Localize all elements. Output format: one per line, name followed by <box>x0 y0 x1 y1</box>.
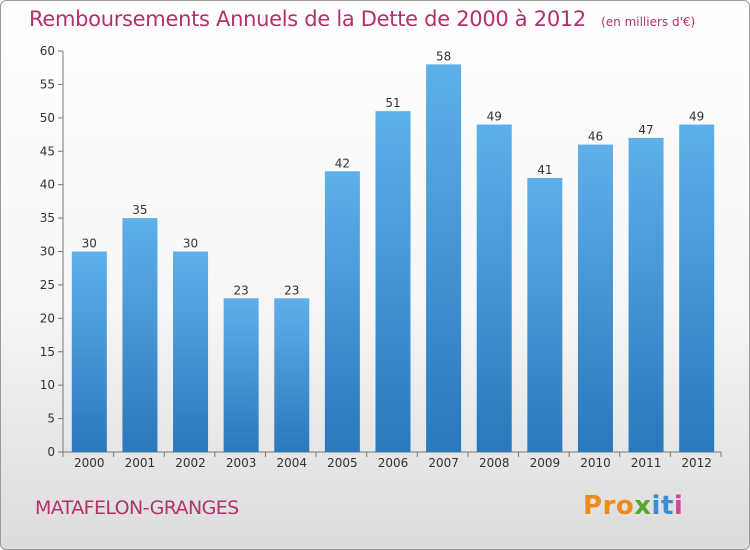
data-label: 41 <box>537 163 552 177</box>
logo-letter: t <box>660 491 674 521</box>
bar <box>628 137 664 452</box>
x-tick-label: 2000 <box>74 456 105 470</box>
y-tick-label: 5 <box>47 412 55 426</box>
data-label: 42 <box>335 156 350 170</box>
data-label: 58 <box>436 49 451 63</box>
logo-letter: P <box>583 491 603 521</box>
y-tick-label: 40 <box>40 178 55 192</box>
proxiti-logo: Proxiti <box>583 491 683 521</box>
y-tick-label: 30 <box>40 245 55 259</box>
data-label: 35 <box>132 203 147 217</box>
bar <box>577 144 613 453</box>
title-row: Remboursements Annuels de la Dette de 20… <box>29 7 695 31</box>
x-tick-label: 2006 <box>378 456 409 470</box>
bar <box>173 251 209 452</box>
y-tick-label: 20 <box>40 311 55 325</box>
bar <box>274 298 310 452</box>
chart-title: Remboursements Annuels de la Dette de 20… <box>29 7 586 31</box>
data-label: 51 <box>385 96 400 110</box>
x-tick-label: 2012 <box>681 456 712 470</box>
bar <box>122 218 158 452</box>
data-label: 30 <box>183 237 198 251</box>
bar <box>679 124 715 453</box>
x-tick-label: 2011 <box>631 456 662 470</box>
data-label: 23 <box>284 283 299 297</box>
data-label: 46 <box>588 130 603 144</box>
x-tick-label: 2005 <box>327 456 358 470</box>
plot-area: 0 5 10 15 20 25 30 35 40 45 50 55 60 30 2000 35 2001 30 20… <box>40 44 722 470</box>
y-tick-label: 15 <box>40 345 55 359</box>
bar <box>375 111 411 453</box>
chart-subtitle: (en milliers d'€) <box>601 15 696 29</box>
y-tick-label: 35 <box>40 211 55 225</box>
bar <box>426 64 462 452</box>
commune-name: MATAFELON-GRANGES <box>35 497 239 519</box>
x-tick-label: 2008 <box>479 456 510 470</box>
y-tick-label: 10 <box>40 378 55 392</box>
x-tick-label: 2001 <box>125 456 156 470</box>
y-tick-label: 25 <box>40 278 55 292</box>
data-label: 49 <box>487 110 502 124</box>
x-tick-label: 2002 <box>175 456 206 470</box>
data-label: 23 <box>234 283 249 297</box>
logo-letter: o <box>615 491 635 521</box>
x-tick-label: 2003 <box>226 456 257 470</box>
bar <box>324 171 360 453</box>
logo-letter: r <box>602 491 616 521</box>
x-tick-label: 2010 <box>580 456 611 470</box>
y-tick-label: 0 <box>47 445 55 459</box>
bar <box>527 177 563 452</box>
logo-letter: i <box>651 491 661 521</box>
y-tick-label: 45 <box>40 144 55 158</box>
y-tick-label: 50 <box>40 111 55 125</box>
x-tick-label: 2004 <box>276 456 307 470</box>
y-tick-label: 55 <box>40 77 55 91</box>
data-label: 47 <box>638 123 653 137</box>
y-tick-label: 60 <box>40 44 55 58</box>
bar <box>476 124 512 453</box>
x-tick-label: 2007 <box>428 456 459 470</box>
data-label: 30 <box>82 237 97 251</box>
bar <box>223 298 259 452</box>
bar <box>71 251 107 452</box>
logo-letter: i <box>673 491 684 521</box>
data-label: 49 <box>689 110 704 124</box>
x-tick-label: 2009 <box>530 456 561 470</box>
logo-letter: x <box>634 491 652 521</box>
